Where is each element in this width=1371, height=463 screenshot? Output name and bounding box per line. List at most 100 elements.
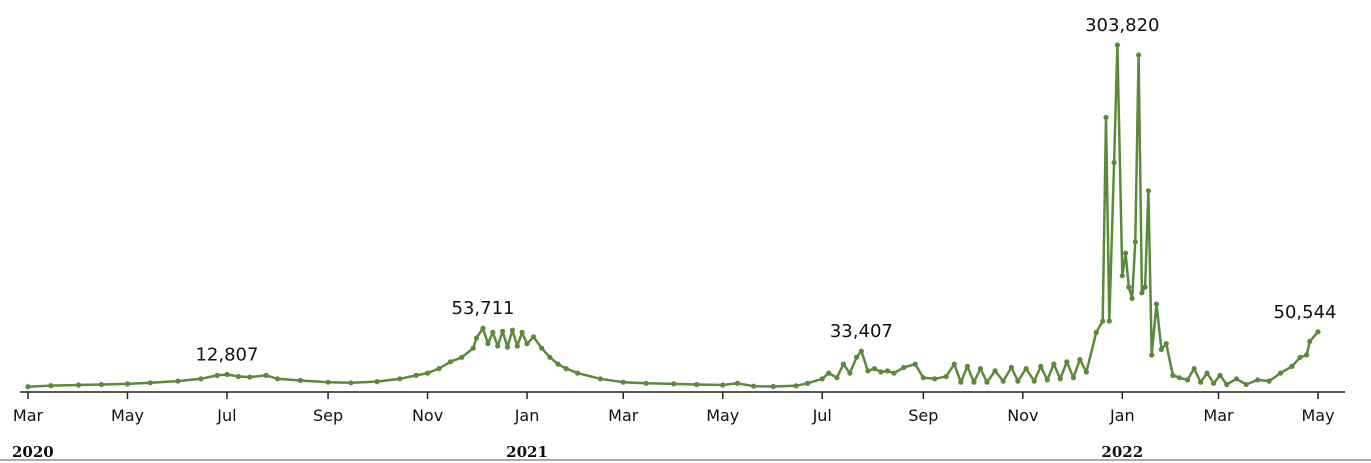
data-point — [124, 381, 131, 387]
data-point — [1008, 364, 1015, 371]
data-point — [325, 379, 331, 385]
data-point — [891, 370, 897, 376]
year-label: 2021 — [506, 443, 548, 461]
data-point — [48, 383, 54, 389]
data-point — [620, 379, 626, 385]
data-point — [984, 379, 990, 385]
x-tick-label: Jan — [514, 406, 540, 425]
x-axis-labels: Mar May Jul Sep Nov Jan Mar May Jul Sep Nov Jan Mar M… — [13, 406, 1335, 425]
data-point — [1126, 284, 1132, 290]
data-point — [1139, 290, 1145, 296]
data-point — [1224, 381, 1230, 388]
data-point — [1051, 361, 1057, 367]
x-tick-label: Jul — [812, 406, 832, 425]
data-point — [1149, 352, 1155, 358]
data-point — [490, 329, 496, 335]
data-point — [920, 375, 926, 381]
data-point — [1064, 359, 1070, 365]
data-point — [98, 381, 104, 388]
data-point — [539, 345, 545, 351]
data-point — [1100, 318, 1106, 324]
data-label: 303,820 — [1085, 15, 1159, 36]
data-point — [495, 343, 501, 349]
data-point — [1233, 376, 1240, 382]
data-point — [575, 370, 581, 376]
data-point — [397, 376, 403, 382]
data-point — [1307, 338, 1313, 344]
data-point — [504, 344, 511, 350]
data-point — [597, 376, 604, 382]
year-label: 2020 — [12, 443, 54, 461]
data-point — [1093, 329, 1099, 335]
data-point — [563, 366, 569, 372]
data-point — [951, 361, 957, 367]
data-point — [1132, 239, 1138, 245]
data-point — [1211, 380, 1217, 386]
data-label: 53,711 — [452, 298, 515, 319]
data-point — [865, 368, 871, 374]
x-tick-label: Nov — [1007, 406, 1038, 425]
data-point — [884, 368, 891, 374]
data-point — [436, 366, 442, 372]
x-tick-label: Mar — [1203, 406, 1234, 425]
x-tick-label: Mar — [608, 406, 639, 425]
data-point — [834, 375, 840, 381]
data-label: 12,807 — [195, 344, 258, 365]
data-point — [175, 378, 181, 384]
data-point — [1315, 329, 1321, 335]
data-point — [1083, 369, 1089, 375]
data-point — [943, 373, 949, 380]
data-point — [720, 382, 726, 388]
data-point — [1289, 363, 1295, 369]
data-point — [1243, 381, 1249, 388]
data-point — [1158, 346, 1164, 352]
data-point — [480, 325, 486, 331]
data-point — [555, 361, 561, 367]
data-point — [826, 370, 832, 376]
data-point — [1297, 354, 1303, 360]
data-point — [1170, 372, 1176, 378]
data-point — [958, 379, 964, 385]
data-point — [971, 379, 977, 385]
data-point — [25, 384, 31, 390]
x-axis-ticks — [27, 392, 1319, 399]
data-point — [1266, 378, 1272, 384]
data-point — [804, 380, 811, 386]
data-point — [1111, 159, 1117, 166]
data-point — [214, 372, 220, 378]
data-point — [224, 371, 230, 378]
data-point — [1057, 376, 1063, 382]
series-points-group — [25, 42, 1321, 390]
data-point — [1106, 318, 1112, 324]
data-label: 33,407 — [830, 321, 893, 342]
data-point — [770, 383, 776, 390]
data-point — [447, 359, 453, 365]
data-point — [425, 370, 431, 376]
data-point — [1000, 378, 1006, 384]
data-point — [274, 376, 281, 382]
data-point — [964, 363, 971, 369]
data-point — [878, 369, 884, 375]
data-point — [912, 361, 918, 367]
x-tick-label: Sep — [908, 406, 938, 425]
x-tick-label: May — [1301, 406, 1334, 425]
x-tick-label: May — [706, 406, 739, 425]
data-point — [348, 380, 354, 386]
data-point — [1163, 341, 1169, 347]
data-point — [1217, 372, 1223, 378]
data-point — [1204, 370, 1210, 376]
data-point — [858, 348, 865, 354]
data-point — [1255, 377, 1261, 383]
data-label: 50,544 — [1274, 302, 1337, 323]
data-point — [413, 372, 419, 378]
year-labels: 2020 2021 2022 — [12, 443, 1143, 461]
x-tick-label: Sep — [313, 406, 343, 425]
data-point — [793, 383, 799, 389]
data-point — [1077, 357, 1083, 363]
data-point — [1277, 370, 1284, 376]
data-point — [459, 354, 465, 360]
data-point — [1304, 352, 1310, 358]
data-point — [992, 368, 998, 374]
data-point — [531, 334, 537, 340]
